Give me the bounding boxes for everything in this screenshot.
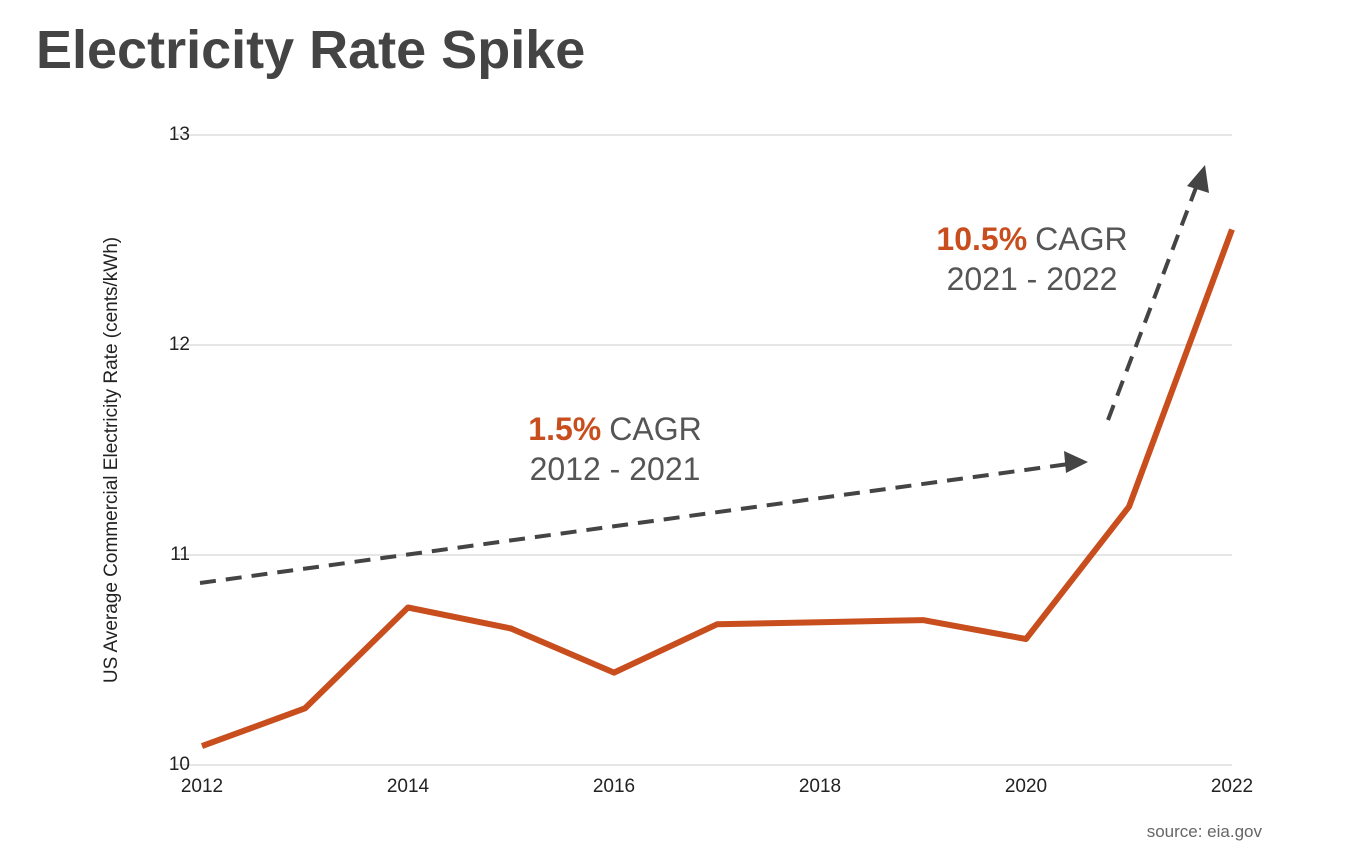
arrow-head xyxy=(1064,451,1088,473)
chart-title: Electricity Rate Spike xyxy=(36,20,585,80)
annotation-text: CAGR xyxy=(1035,221,1127,257)
trend-arrow xyxy=(1106,173,1203,421)
x-tick-label: 2022 xyxy=(1211,776,1253,797)
x-tick-label: 2014 xyxy=(387,776,430,797)
annotation-text: CAGR xyxy=(609,411,701,447)
annotation-period: 2021 - 2022 xyxy=(947,261,1118,297)
x-tick-label: 2018 xyxy=(799,776,841,797)
annotation-highlight: 1.5% xyxy=(528,411,601,447)
y-tick-label: 12 xyxy=(169,334,190,355)
y-tick-label: 10 xyxy=(169,754,190,775)
y-tick-label: 13 xyxy=(169,124,190,145)
source: source: eia.gov xyxy=(1147,822,1263,841)
y-axis-label: US Average Commercial Electricity Rate (… xyxy=(101,237,122,683)
x-tick-label: 2012 xyxy=(181,776,223,797)
x-tick-label: 2016 xyxy=(593,776,635,797)
data-line xyxy=(200,228,1235,749)
annotation: 1.5% CAGR xyxy=(528,411,701,447)
trend-arrow xyxy=(199,458,1080,585)
y-tick-label: 11 xyxy=(170,544,190,565)
annotation: 10.5% CAGR xyxy=(936,221,1127,257)
x-tick-label: 2020 xyxy=(1005,776,1047,797)
annotation-period: 2012 - 2021 xyxy=(530,451,701,487)
annotation-highlight: 10.5% xyxy=(936,221,1027,257)
arrow-head xyxy=(1187,165,1209,193)
